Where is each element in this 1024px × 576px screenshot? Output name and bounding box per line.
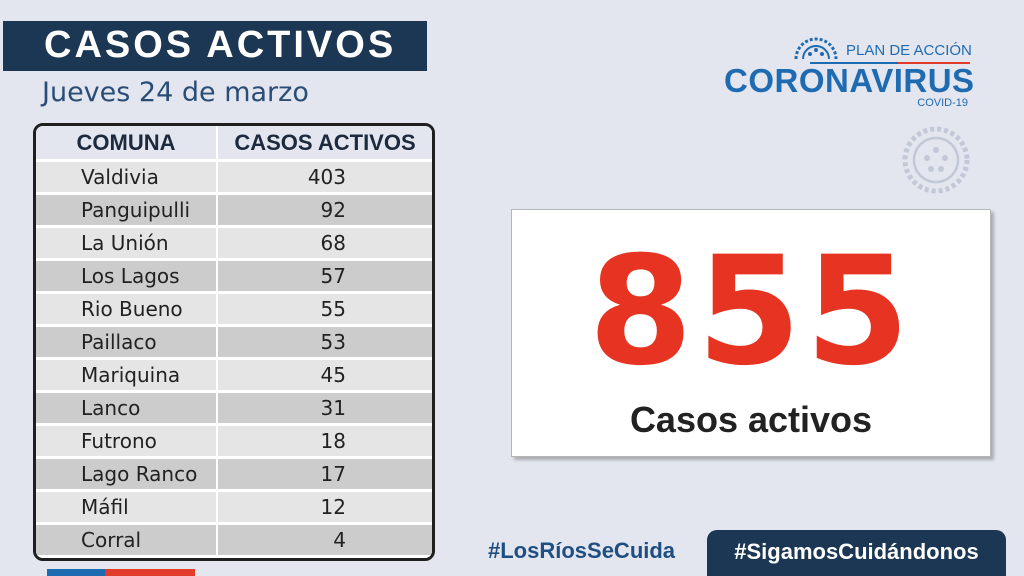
comuna-cell: Corral	[36, 523, 218, 558]
hashtag-secondary: #SigamosCuidándonos	[707, 530, 1006, 576]
comuna-cell: Mariquina	[36, 358, 218, 393]
table-row: Paillaco 53	[36, 325, 432, 360]
comuna-cell: Futrono	[36, 424, 218, 459]
comuna-cell: Valdivia	[36, 160, 218, 195]
total-cases-label: Casos activos	[629, 399, 873, 440]
casos-cell: 68	[217, 226, 432, 261]
flag-stripe-red	[105, 569, 195, 576]
casos-cell: 31	[217, 391, 432, 426]
comuna-cell: La Unión	[36, 226, 218, 261]
virus-watermark-icon	[902, 126, 970, 194]
table-row: La Unión 68	[36, 226, 432, 261]
logo-sub-text: COVID-19	[917, 97, 968, 109]
page-date: Jueves 24 de marzo	[42, 77, 309, 108]
table-row: Lago Ranco 17	[36, 457, 432, 492]
comuna-cell: Rio Bueno	[36, 292, 218, 327]
comuna-cell: Lanco	[36, 391, 218, 426]
total-cases-number: 855	[588, 225, 914, 399]
table-row: Valdivia 403	[36, 160, 432, 195]
comuna-cell: Los Lagos	[36, 259, 218, 294]
hashtag-primary: #LosRíosSeCuida	[488, 538, 676, 563]
table-row: Corral 4	[36, 523, 432, 558]
total-cases-card: 855 Casos activos	[511, 209, 991, 457]
logo-main-text: CORONAVIRUS	[724, 62, 975, 99]
comuna-cell: Panguipulli	[36, 193, 218, 228]
casos-cell: 12	[217, 490, 432, 525]
casos-cell: 18	[217, 424, 432, 459]
casos-cell: 45	[217, 358, 432, 393]
cases-table: COMUNA CASOS ACTIVOS Valdivia 403 Panguip…	[33, 123, 435, 561]
comuna-cell: Lago Ranco	[36, 457, 218, 492]
table-row: Panguipulli 92	[36, 193, 432, 228]
table-row: Lanco 31	[36, 391, 432, 426]
table-header-row: COMUNA CASOS ACTIVOS	[36, 126, 432, 162]
casos-cell: 17	[217, 457, 432, 492]
casos-cell: 92	[217, 193, 432, 228]
column-header-comuna: COMUNA	[36, 126, 218, 162]
casos-cell: 403	[217, 160, 432, 195]
plan-coronavirus-logo: PLAN DE ACCIÓN CORONAVIRUS COVID-19	[724, 35, 974, 115]
casos-cell: 57	[217, 259, 432, 294]
table-row: Máfil 12	[36, 490, 432, 525]
comuna-cell: Máfil	[36, 490, 218, 525]
casos-cell: 4	[217, 523, 432, 558]
casos-cell: 55	[217, 292, 432, 327]
comuna-cell: Paillaco	[36, 325, 218, 360]
page-title: CASOS ACTIVOS	[44, 24, 397, 66]
logo-divider	[810, 62, 970, 64]
casos-cell: 53	[217, 325, 432, 360]
table-row: Mariquina 45	[36, 358, 432, 393]
virus-icon	[794, 37, 838, 59]
logo-plan-text: PLAN DE ACCIÓN	[846, 42, 972, 59]
title-banner	[3, 21, 427, 71]
table-row: Futrono 18	[36, 424, 432, 459]
table-row: Los Lagos 57	[36, 259, 432, 294]
flag-stripe-blue	[47, 569, 105, 576]
column-header-casos: CASOS ACTIVOS	[217, 126, 432, 162]
table-row: Rio Bueno 55	[36, 292, 432, 327]
